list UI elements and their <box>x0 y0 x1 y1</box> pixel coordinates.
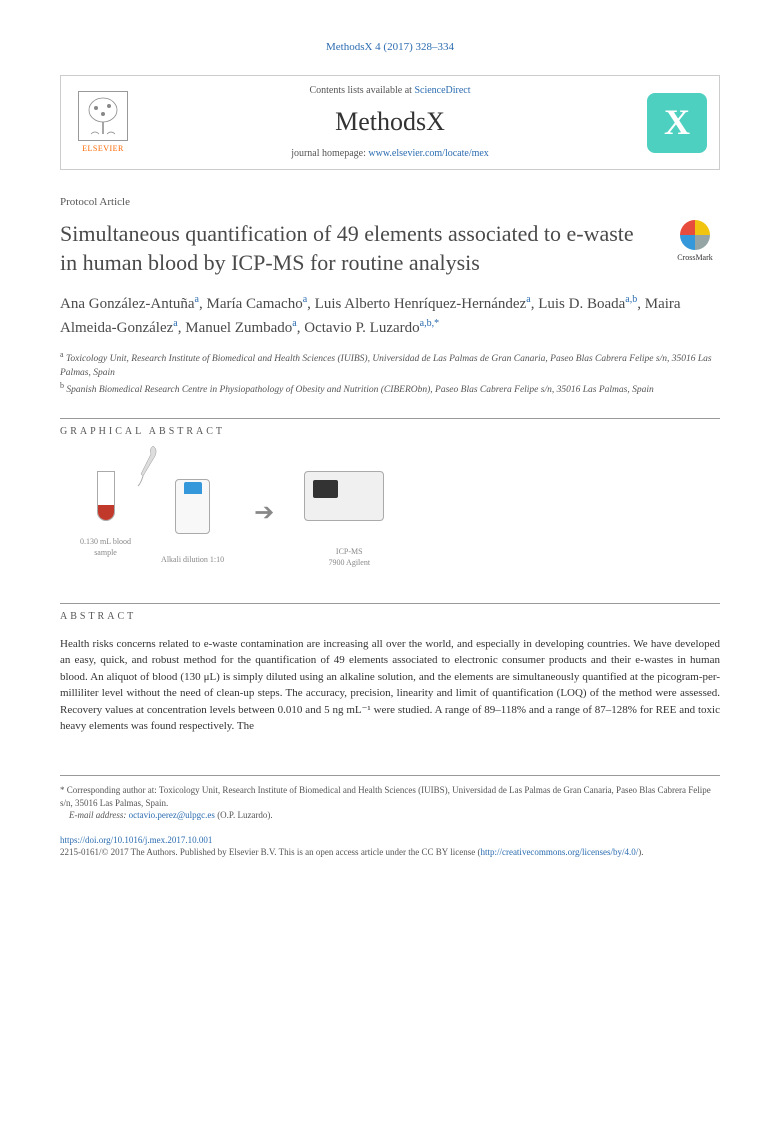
aff-b-text: Spanish Biomedical Research Centre in Ph… <box>66 385 653 395</box>
email-link[interactable]: octavio.perez@ulpgc.es <box>129 810 215 820</box>
aff-a-text: Toxicology Unit, Research Institute of B… <box>60 355 712 378</box>
bottle-icon <box>173 479 213 549</box>
aff-b-sup: b <box>60 381 64 390</box>
article-type: Protocol Article <box>60 195 720 210</box>
ga-item3-label: ICP-MS 7900 Agilent <box>304 546 394 568</box>
article-title: Simultaneous quantification of 49 elemen… <box>60 220 655 277</box>
tube-icon <box>93 471 118 531</box>
author-2: , María Camacho <box>199 296 303 312</box>
crossmark-icon <box>680 220 710 250</box>
elsevier-logo[interactable]: ELSEVIER <box>73 88 133 158</box>
corresponding-star: * <box>434 318 439 329</box>
elsevier-tree-icon <box>78 91 128 141</box>
cc-link[interactable]: http://creativecommons.org/licenses/by/4… <box>480 847 638 857</box>
doi-link[interactable]: https://doi.org/10.1016/j.mex.2017.10.00… <box>60 835 212 845</box>
ga-instrument: ICP-MS 7900 Agilent <box>304 461 394 568</box>
title-row: Simultaneous quantification of 49 elemen… <box>60 220 720 277</box>
author-3: , Luis Alberto Henríquez-Hernández <box>307 296 526 312</box>
email-author: (O.P. Luzardo). <box>215 810 273 820</box>
corresponding-author: * Corresponding author at: Toxicology Un… <box>60 784 720 822</box>
banner-center: Contents lists available at ScienceDirec… <box>148 84 632 160</box>
footer-divider: * Corresponding author at: Toxicology Un… <box>60 775 720 859</box>
bottom-info: https://doi.org/10.1016/j.mex.2017.10.00… <box>60 834 720 859</box>
affiliation-a: a Toxicology Unit, Research Institute of… <box>60 349 720 380</box>
corr-text: Corresponding author at: Toxicology Unit… <box>60 785 711 808</box>
page-container: MethodsX 4 (2017) 328–334 ELSEVIER Conte… <box>0 0 780 889</box>
pipette-icon <box>123 441 163 491</box>
methodsx-logo-letter: X <box>664 97 690 147</box>
ga-item1-label: 0.130 mL blood sample <box>80 536 131 558</box>
affiliations: a Toxicology Unit, Research Institute of… <box>60 349 720 397</box>
cc-close: ). <box>638 847 643 857</box>
journal-title: MethodsX <box>148 104 632 140</box>
affiliation-b: b Spanish Biomedical Research Centre in … <box>60 380 720 397</box>
graphical-abstract-header: GRAPHICAL ABSTRACT <box>60 418 720 439</box>
crossmark-badge[interactable]: CrossMark <box>670 220 720 263</box>
author-4-aff: a,b <box>625 294 637 305</box>
homepage-link[interactable]: www.elsevier.com/locate/mex <box>368 148 488 159</box>
ga-item2-label: Alkali dilution 1:10 <box>161 554 224 565</box>
header-citation: MethodsX 4 (2017) 328–334 <box>60 40 720 55</box>
author-1: Ana González-Antuña <box>60 296 195 312</box>
abstract-header: ABSTRACT <box>60 603 720 624</box>
arrow-icon: ➔ <box>254 497 274 531</box>
aff-a-sup: a <box>60 350 64 359</box>
author-7-aff: a,b, <box>420 318 434 329</box>
ga-dilution: Alkali dilution 1:10 <box>161 464 224 565</box>
icpms-icon <box>304 471 394 541</box>
email-label: E-mail address: <box>69 810 129 820</box>
homepage-line: journal homepage: www.elsevier.com/locat… <box>148 147 632 161</box>
ga-blood-sample: 0.130 mL blood sample <box>80 471 131 558</box>
author-7: , Octavio P. Luzardo <box>297 320 420 336</box>
methodsx-logo-icon[interactable]: X <box>647 93 707 153</box>
crossmark-label: CrossMark <box>670 252 720 263</box>
authors-list: Ana González-Antuñaa, María Camachoa, Lu… <box>60 292 720 339</box>
author-4: , Luis D. Boada <box>531 296 626 312</box>
contents-text: Contents lists available at <box>309 85 414 96</box>
contents-line: Contents lists available at ScienceDirec… <box>148 84 632 98</box>
author-6: , Manuel Zumbado <box>178 320 293 336</box>
journal-banner: ELSEVIER Contents lists available at Sci… <box>60 75 720 169</box>
graphical-abstract: 0.130 mL blood sample Alkali dilution 1:… <box>60 451 720 578</box>
elsevier-label: ELSEVIER <box>82 143 124 154</box>
issn-text: 2215-0161/© 2017 The Authors. Published … <box>60 847 480 857</box>
abstract-text: Health risks concerns related to e-waste… <box>60 636 720 735</box>
homepage-label: journal homepage: <box>291 148 368 159</box>
sciencedirect-link[interactable]: ScienceDirect <box>414 85 470 96</box>
